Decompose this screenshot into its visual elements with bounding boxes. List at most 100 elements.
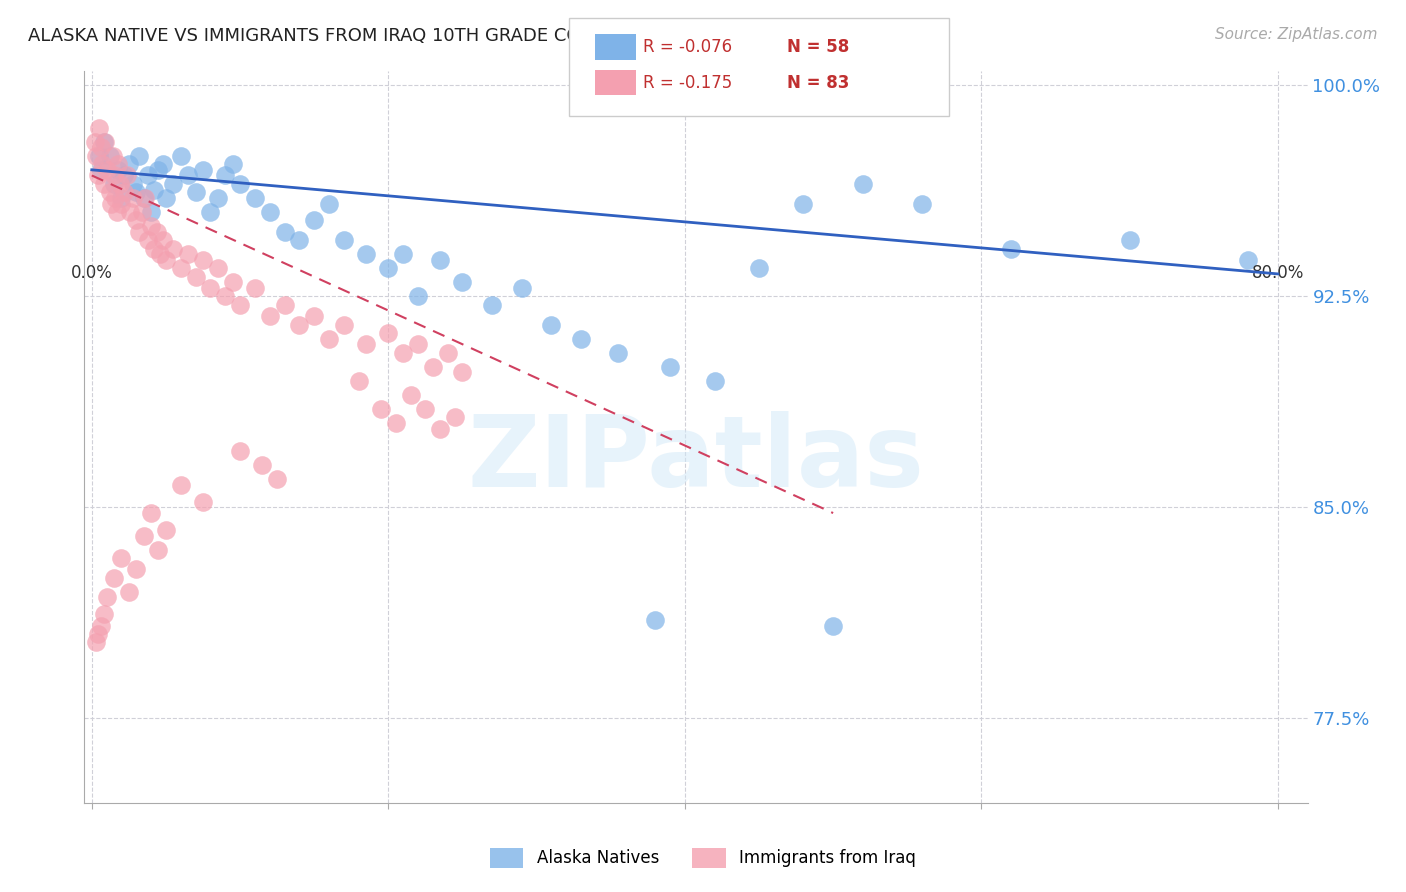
Text: ZIPatlas: ZIPatlas xyxy=(468,410,924,508)
Point xyxy=(134,191,156,205)
Point xyxy=(128,149,150,163)
Point xyxy=(149,247,172,261)
Point xyxy=(105,205,128,219)
Point xyxy=(302,213,325,227)
Point xyxy=(1000,242,1022,256)
Point xyxy=(101,149,124,163)
Point xyxy=(162,242,184,256)
Point xyxy=(104,191,127,205)
Point xyxy=(792,196,814,211)
Point xyxy=(155,523,177,537)
Point xyxy=(333,318,356,332)
Point xyxy=(221,157,243,171)
Point xyxy=(170,478,193,492)
Point xyxy=(703,374,725,388)
Point xyxy=(318,196,340,211)
Point xyxy=(143,242,166,256)
Point xyxy=(354,337,377,351)
Point xyxy=(112,186,135,200)
Text: R = -0.175: R = -0.175 xyxy=(643,74,731,92)
Point xyxy=(90,140,112,154)
Point xyxy=(103,571,125,585)
Point xyxy=(170,149,193,163)
Point xyxy=(481,298,503,312)
Point xyxy=(392,345,415,359)
Point xyxy=(436,345,458,359)
Point xyxy=(122,177,145,191)
Point xyxy=(207,261,229,276)
Point xyxy=(444,410,467,425)
Point xyxy=(384,416,406,430)
Point xyxy=(84,635,107,649)
Point xyxy=(110,551,132,566)
Point xyxy=(132,191,155,205)
Point xyxy=(162,177,184,191)
Point xyxy=(266,472,288,486)
Point xyxy=(93,607,115,622)
Point xyxy=(93,177,115,191)
Point xyxy=(200,205,222,219)
Point xyxy=(139,219,162,233)
Point xyxy=(146,225,169,239)
Point xyxy=(273,225,295,239)
Point xyxy=(406,337,429,351)
Text: 0.0%: 0.0% xyxy=(70,264,112,282)
Point xyxy=(399,388,422,402)
Point xyxy=(177,247,200,261)
Point xyxy=(207,191,229,205)
Point xyxy=(128,225,150,239)
Point xyxy=(911,196,934,211)
Point xyxy=(229,444,252,458)
Point xyxy=(122,191,145,205)
Point xyxy=(191,162,214,177)
Point xyxy=(243,191,266,205)
Point xyxy=(852,177,875,191)
Point xyxy=(243,281,266,295)
Point xyxy=(98,186,121,200)
Point xyxy=(125,186,148,200)
Point xyxy=(191,495,214,509)
Point xyxy=(429,422,451,436)
Point xyxy=(136,169,159,183)
Point xyxy=(607,345,630,359)
Point xyxy=(273,298,295,312)
Point xyxy=(108,177,131,191)
Point xyxy=(89,149,111,163)
Point xyxy=(155,252,177,267)
Point xyxy=(184,186,207,200)
Point xyxy=(451,365,474,379)
Point xyxy=(1237,252,1260,267)
Point xyxy=(148,542,170,557)
Point xyxy=(132,528,155,542)
Point xyxy=(148,162,170,177)
Point xyxy=(84,149,107,163)
Point xyxy=(1118,233,1140,247)
Point xyxy=(86,169,108,183)
Text: R = -0.076: R = -0.076 xyxy=(643,38,731,56)
Point xyxy=(143,182,166,196)
Point xyxy=(139,205,162,219)
Point xyxy=(540,318,562,332)
Point xyxy=(117,169,139,183)
Point xyxy=(200,281,222,295)
Point xyxy=(377,261,399,276)
Point xyxy=(93,135,115,149)
Point xyxy=(120,205,142,219)
Point xyxy=(259,205,281,219)
Legend: Alaska Natives, Immigrants from Iraq: Alaska Natives, Immigrants from Iraq xyxy=(484,841,922,875)
Text: 80.0%: 80.0% xyxy=(1251,264,1305,282)
Point xyxy=(86,627,108,641)
Point xyxy=(748,261,770,276)
Point xyxy=(429,252,451,267)
Point xyxy=(131,205,153,219)
Point xyxy=(406,289,429,303)
Text: N = 58: N = 58 xyxy=(787,38,849,56)
Point xyxy=(136,233,159,247)
Point xyxy=(347,374,370,388)
Point xyxy=(103,169,125,183)
Point xyxy=(96,162,118,177)
Point xyxy=(288,233,311,247)
Point xyxy=(333,233,356,247)
Point xyxy=(569,332,592,346)
Point xyxy=(96,591,118,605)
